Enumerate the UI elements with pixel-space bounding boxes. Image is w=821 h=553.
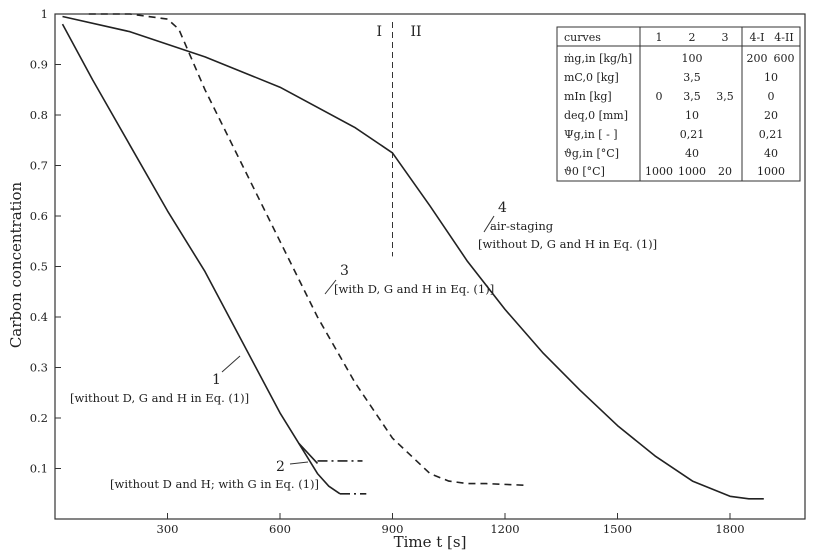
x-tick-label: 300 — [157, 522, 179, 536]
table-header-2: 2 — [689, 31, 696, 44]
table-cell: 100 — [682, 52, 703, 65]
annotation-curve-4-number: 4 — [498, 200, 507, 216]
annotation-curve-1-number: 1 — [212, 372, 221, 388]
table-header-4-ii: 4-II — [774, 31, 793, 44]
y-tick-label: 1 — [41, 7, 48, 21]
y-axis-title: Carbon concentration — [7, 181, 25, 348]
series-2-line — [298, 442, 341, 495]
table-header-curves: curves — [564, 31, 601, 44]
series-4-line — [62, 15, 764, 500]
annotation-curve-3-number: 3 — [340, 263, 349, 279]
x-tick-label: 600 — [269, 522, 291, 536]
table-cell: 600 — [774, 52, 795, 65]
table-cell: 0,21 — [680, 128, 705, 141]
series-3-line — [88, 13, 524, 486]
annotation-curve-4-text2: [without D, G and H in Eq. (1)] — [478, 237, 657, 251]
table-header-4-i: 4-I — [749, 31, 764, 44]
stage-label-i: I — [377, 24, 383, 40]
y-tick-label: 0.4 — [30, 310, 48, 324]
table-cell: 20 — [764, 109, 778, 122]
table-header-3: 3 — [722, 31, 729, 44]
table-cell: 20 — [718, 165, 732, 178]
series-group — [61, 13, 764, 500]
table-row-label: deq,0 [mm] — [564, 109, 628, 122]
table-cell: 3,5 — [683, 90, 701, 103]
annotation-curve-4-text: air-staging — [490, 219, 554, 233]
table-cell: 200 — [747, 52, 768, 65]
table-row-label: ϑ0 [°C] — [564, 165, 605, 178]
table-cell: 0 — [768, 90, 775, 103]
table-row-label: ṁg,in [kg/h] — [564, 52, 632, 65]
table-cell: 0 — [656, 90, 663, 103]
table-row-label: mIn [kg] — [564, 90, 612, 103]
x-tick-label: 900 — [382, 522, 404, 536]
y-tick-label: 0.2 — [30, 411, 48, 425]
table-header-1: 1 — [656, 31, 663, 44]
parameter-table: curves 1 2 3 4-I 4-II ṁg,in [kg/h] 100 2… — [556, 26, 801, 182]
table-cell: 3,5 — [683, 71, 701, 84]
table-cell: 1000 — [645, 165, 673, 178]
table-cell: 0,21 — [759, 128, 784, 141]
y-tick-label: 0.8 — [30, 108, 48, 122]
table-cell: 10 — [764, 71, 778, 84]
table-cell: 1000 — [757, 165, 785, 178]
x-ticks: 300 600 900 1200 1500 1800 — [157, 513, 745, 536]
x-tick-label: 1800 — [715, 522, 744, 536]
x-tick-label: 1500 — [603, 522, 632, 536]
table-row-label: ϑg,in [°C] — [564, 147, 619, 160]
table-cell: 1000 — [678, 165, 706, 178]
y-tick-label: 0.7 — [30, 159, 48, 173]
y-tick-label: 0.1 — [30, 462, 48, 476]
table-cell: 10 — [685, 109, 699, 122]
y-tick-label: 0.6 — [30, 209, 48, 223]
annotation-curve-2: 2 [without D and H; with G in Eq. (1)] — [110, 459, 319, 491]
annotation-curve-1-text: [without D, G and H in Eq. (1)] — [70, 391, 249, 405]
table-cell: 3,5 — [716, 90, 734, 103]
series-1-line — [61, 23, 319, 464]
annotation-curve-3-text: [with D, G and H in Eq. (1)] — [334, 282, 494, 296]
annotation-curve-2-text: [without D and H; with G in Eq. (1)] — [110, 477, 319, 491]
table-row-label: Ψg,in [ - ] — [564, 128, 618, 141]
annotation-curve-3: 3 [with D, G and H in Eq. (1)] — [324, 263, 494, 296]
x-tick-label: 1200 — [490, 522, 519, 536]
y-tick-label: 0.3 — [30, 361, 48, 375]
stage-label-ii: II — [411, 24, 422, 40]
parameter-table-frame — [556, 26, 801, 182]
y-ticks: 0.1 0.2 0.3 0.4 0.5 0.6 0.7 0.8 0.9 1 — [30, 7, 61, 476]
table-cell: 40 — [685, 147, 699, 160]
annotation-curve-1: 1 [without D, G and H in Eq. (1)] — [70, 355, 249, 405]
x-axis-title: Time t [s] — [394, 533, 467, 551]
annotation-curve-2-number: 2 — [276, 459, 285, 475]
annotation-curve-4: 4 air-staging [without D, G and H in Eq.… — [478, 200, 657, 251]
table-cell: 40 — [764, 147, 778, 160]
table-row-label: mC,0 [kg] — [564, 71, 619, 84]
y-tick-label: 0.9 — [30, 58, 48, 72]
y-tick-label: 0.5 — [30, 260, 48, 274]
